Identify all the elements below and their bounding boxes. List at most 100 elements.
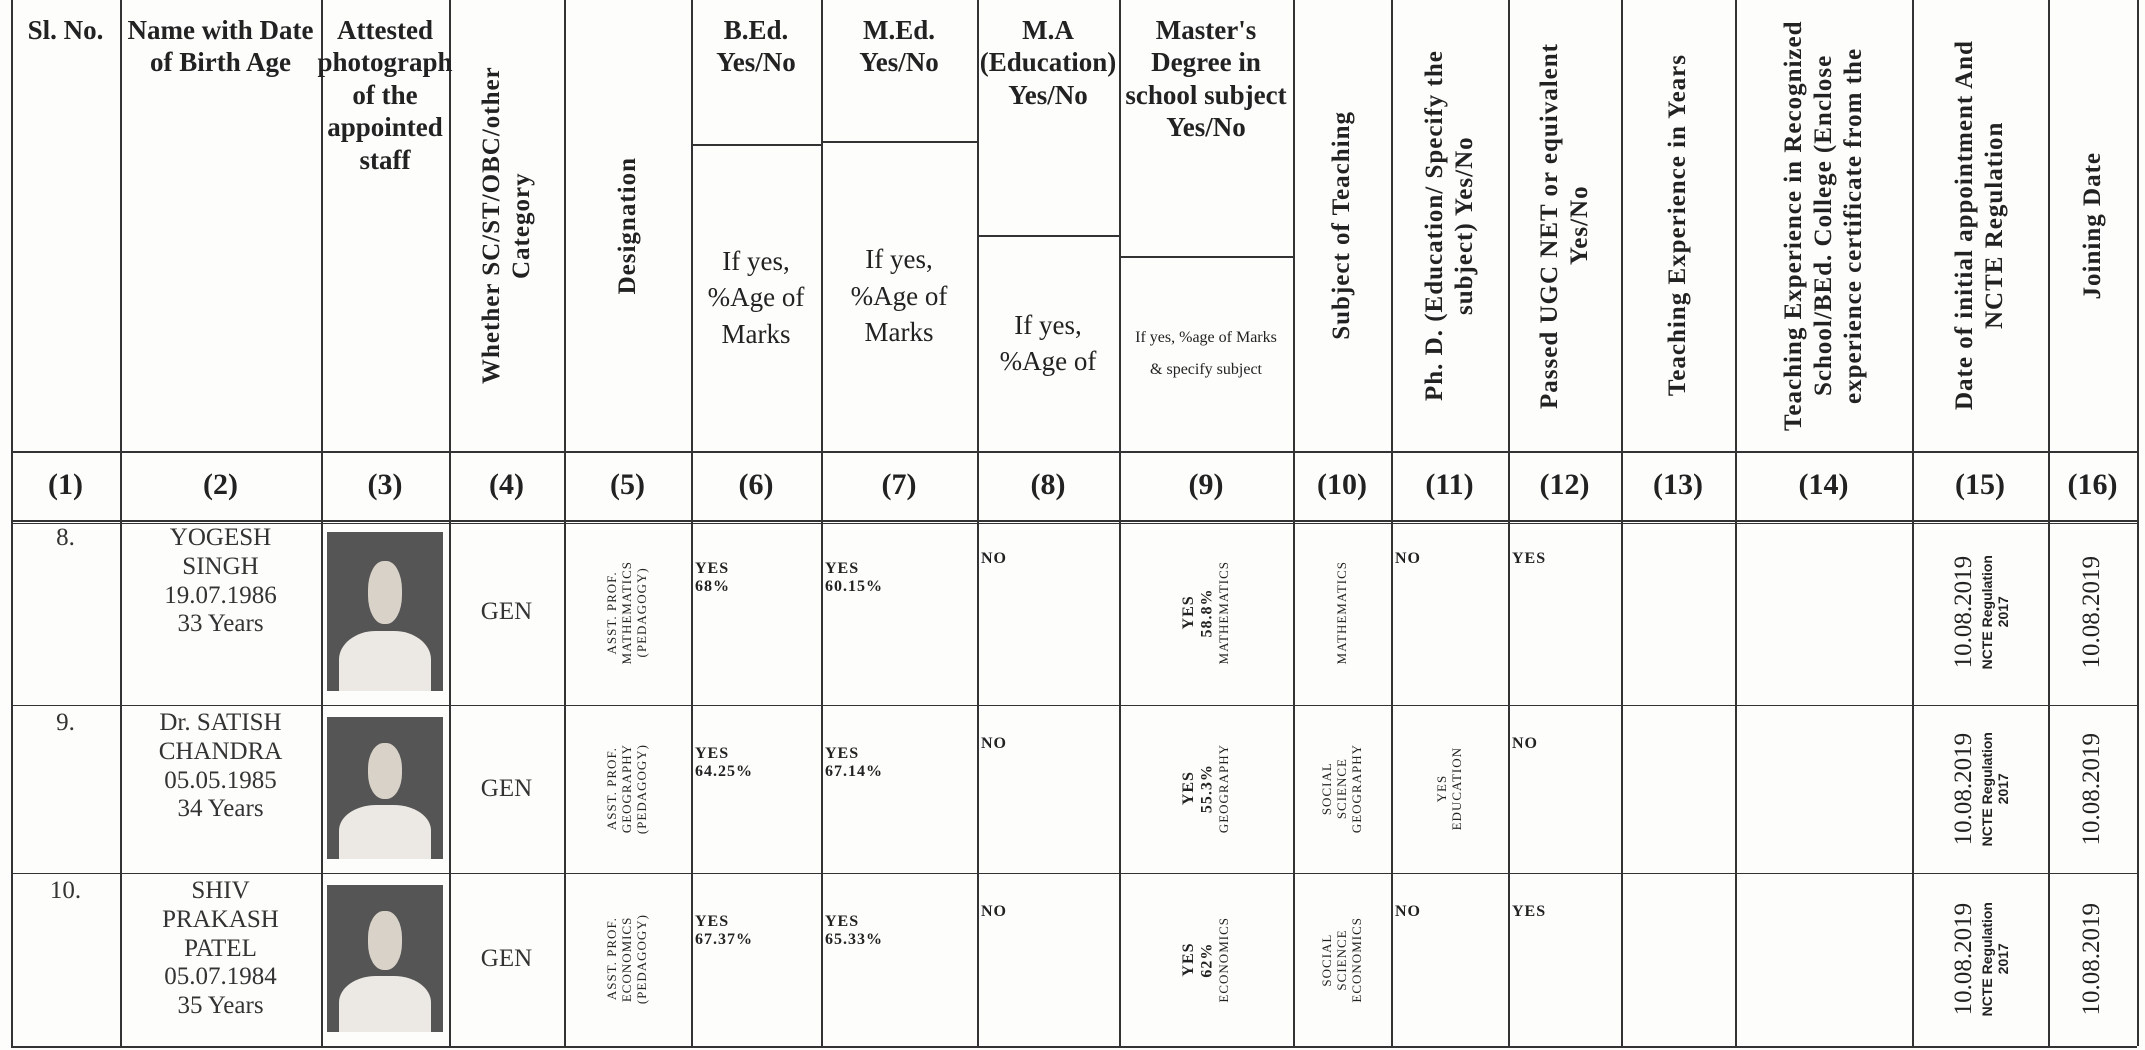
rotated-header: Subject of Teaching <box>1327 111 1357 340</box>
joining-value: 10.08.2019 <box>2078 556 2106 669</box>
subject: SOCIAL SCIENCE GEOGRAPHY <box>1318 744 1365 833</box>
masters-value: YES <box>1180 771 1198 807</box>
cell: (3) <box>321 451 449 520</box>
cell: Joining Date <box>2048 0 2137 451</box>
column-header: Teaching Experience in Years <box>1664 54 1691 397</box>
column-header: Designation <box>613 156 641 295</box>
appointment-value: 2017 <box>1994 943 2011 976</box>
designation-line: MATHEMATICS <box>619 560 635 665</box>
joining: 10.08.2019 <box>2078 903 2107 1016</box>
masters: YES 62% ECONOMICS <box>1180 917 1232 1003</box>
cell: Ph. D. (Education/ Specify the subject) … <box>1391 0 1508 451</box>
cell: SHIV PRAKASH PATEL 05.07.1984 35 Years <box>120 873 321 1046</box>
column-number: (1) <box>48 468 83 502</box>
designation: ASST. PROF. MATHEMATICS (PEDAGOGY) <box>604 560 650 665</box>
appointment-value: NCTE Regulation <box>1978 902 1995 1017</box>
cell: 10.08.2019 NCTE Regulation 2017 <box>1912 705 2048 873</box>
rotated-header: Whether SC/ST/OBC/other Category <box>477 10 537 441</box>
phd-value: YES <box>1433 775 1449 803</box>
column-header: M.Ed. Yes/No <box>859 15 939 78</box>
appointment-value: 10.08.2019 <box>1949 556 1977 669</box>
cell: Subject of Teaching <box>1293 0 1391 451</box>
cell: 10.08.2019 <box>2048 873 2137 1046</box>
masters: YES 55.3% GEOGRAPHY <box>1180 744 1232 833</box>
cell: (14) <box>1735 451 1912 520</box>
column-header: Passed UGC NET or equivalent Yes/No <box>1535 42 1593 409</box>
cell: YES 62% ECONOMICS <box>1119 873 1293 1046</box>
cell: (16) <box>2048 451 2137 520</box>
category: GEN <box>480 774 533 802</box>
cell: GEN <box>449 873 564 1046</box>
category: GEN <box>480 598 533 626</box>
column-number: (10) <box>1317 468 1367 502</box>
column-header: Joining Date <box>2078 151 2106 300</box>
bed-value: 67.37% <box>695 931 753 949</box>
rule-line <box>11 451 2137 453</box>
rule-line <box>11 873 2137 874</box>
cell: Name with Date of Birth Age <box>120 0 321 451</box>
cell: 10.08.2019 <box>2048 520 2137 705</box>
designation-line: ASST. PROF. <box>604 570 620 655</box>
cell: NO <box>977 520 1119 705</box>
designation-line: ASST. PROF. <box>604 917 620 1002</box>
cell: Sl. No. <box>11 0 120 451</box>
column-header: Name with Date of Birth Age <box>127 15 314 78</box>
designation-line: GEOGRAPHY <box>619 744 635 834</box>
staff-name: 35 Years <box>177 992 264 1019</box>
masters-value: 62% <box>1198 942 1216 977</box>
joining: 10.08.2019 <box>2078 733 2107 846</box>
cell: ASST. PROF. GEOGRAPHY (PEDAGOGY) <box>564 705 691 873</box>
appointment-value: 10.08.2019 <box>1949 903 1977 1016</box>
cell: (5) <box>564 451 691 520</box>
photo-shirt <box>338 976 432 1032</box>
staff-name: 34 Years <box>177 795 264 823</box>
photo-shirt <box>338 805 432 859</box>
photo-shirt <box>338 630 432 691</box>
appointment-value: 10.08.2019 <box>1949 732 1977 846</box>
staff-photo <box>327 717 443 859</box>
designation-line: ASST. PROF. <box>604 747 620 831</box>
cell: Teaching Experience in Years <box>1621 0 1735 451</box>
staff-photo <box>327 885 443 1032</box>
staff-name: SHIV <box>191 877 250 904</box>
phd-value: EDUCATION <box>1448 747 1464 831</box>
appointment: 10.08.2019 NCTE Regulation 2017 <box>1950 555 2011 669</box>
column-number: (4) <box>489 468 524 502</box>
appointment-value: NCTE Regulation <box>1978 555 1995 670</box>
column-header: Attested photograph of the appointed sta… <box>317 15 453 175</box>
column-number: (3) <box>367 468 403 502</box>
subject-value: SOCIAL <box>1318 762 1334 816</box>
column-number: (7) <box>881 468 917 502</box>
masters-value: YES <box>1180 595 1198 630</box>
column-number: (2) <box>203 468 238 502</box>
cell: If yes, %Age of <box>983 235 1113 451</box>
column-header: Whether SC/ST/OBC/other Category <box>477 66 535 385</box>
photo-face <box>367 911 403 971</box>
cell: If yes, %Age of Marks <box>697 144 815 451</box>
masters-value: 55.3% <box>1198 764 1216 814</box>
bed-value: 64.25% <box>695 763 753 781</box>
cell: Attested photograph of the appointed sta… <box>317 0 452 451</box>
cell: (8) <box>977 451 1119 520</box>
phd-value: NO <box>1395 903 1421 920</box>
rotated-header: Teaching Experience in Years <box>1663 54 1693 396</box>
column-header: Sl. No. <box>27 15 104 45</box>
joining: 10.08.2019 <box>2078 556 2107 669</box>
masters-value: 58.8% <box>1198 588 1216 637</box>
cell: Date of initial appointment And NCTE Reg… <box>1912 0 2048 451</box>
cell: (2) <box>120 451 321 520</box>
cell: NO <box>1391 520 1508 705</box>
rotated-header: Passed UGC NET or equivalent Yes/No <box>1535 10 1595 441</box>
rule-line <box>1119 256 1293 258</box>
serial-number: 9. <box>56 709 75 736</box>
staff-name: 05.07.1984 <box>164 963 277 991</box>
staff-name: SINGH <box>182 552 259 580</box>
cell: 9. <box>11 705 120 873</box>
cell: If yes, %Age of Marks <box>827 141 971 451</box>
column-number: (11) <box>1425 468 1474 502</box>
cell: (4) <box>449 451 564 520</box>
cell: SOCIAL SCIENCE GEOGRAPHY <box>1293 705 1391 873</box>
designation-line: (PEDAGOGY) <box>633 567 649 658</box>
staff-name: 05.05.1985 <box>164 766 277 794</box>
